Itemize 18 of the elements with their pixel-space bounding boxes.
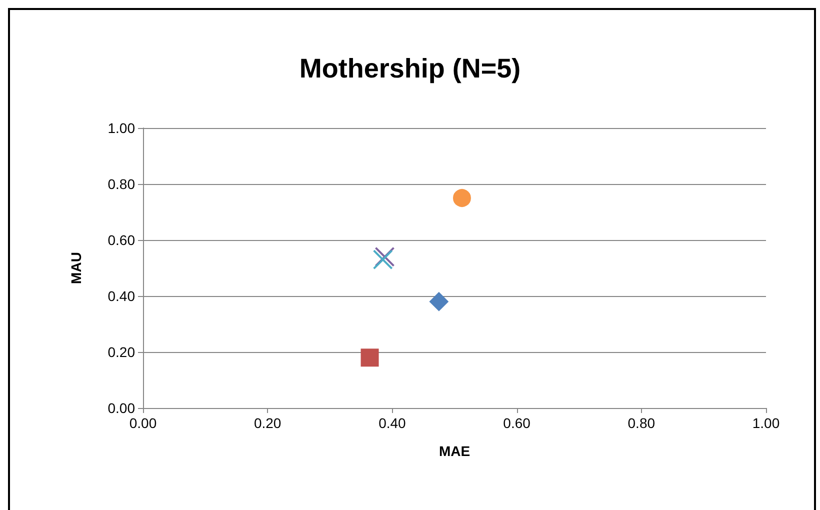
y-tick-label: 0.40 <box>108 288 136 304</box>
point <box>360 348 379 367</box>
x-tick-label: 0.20 <box>254 415 282 431</box>
x-tick-label: 0.60 <box>503 415 531 431</box>
x-axis-title: MAE <box>438 443 470 459</box>
y-tick-label: 0.60 <box>108 232 136 248</box>
point <box>429 292 448 312</box>
y-tick-label: 0.20 <box>108 344 136 360</box>
chart-title: Mothership (N=5) <box>299 54 521 84</box>
y-axis-title: MAU <box>68 252 84 284</box>
point <box>452 189 471 207</box>
y-tick-label: 0.80 <box>108 176 136 192</box>
x-tick-label: 0.80 <box>628 415 656 431</box>
y-tick-label: 1.00 <box>108 120 136 136</box>
x-tick-label: 0.40 <box>378 415 406 431</box>
y-tick-label: 0.00 <box>108 400 136 416</box>
x-tick-label: 1.00 <box>752 415 780 431</box>
x-tick-label: 0.00 <box>129 415 157 431</box>
